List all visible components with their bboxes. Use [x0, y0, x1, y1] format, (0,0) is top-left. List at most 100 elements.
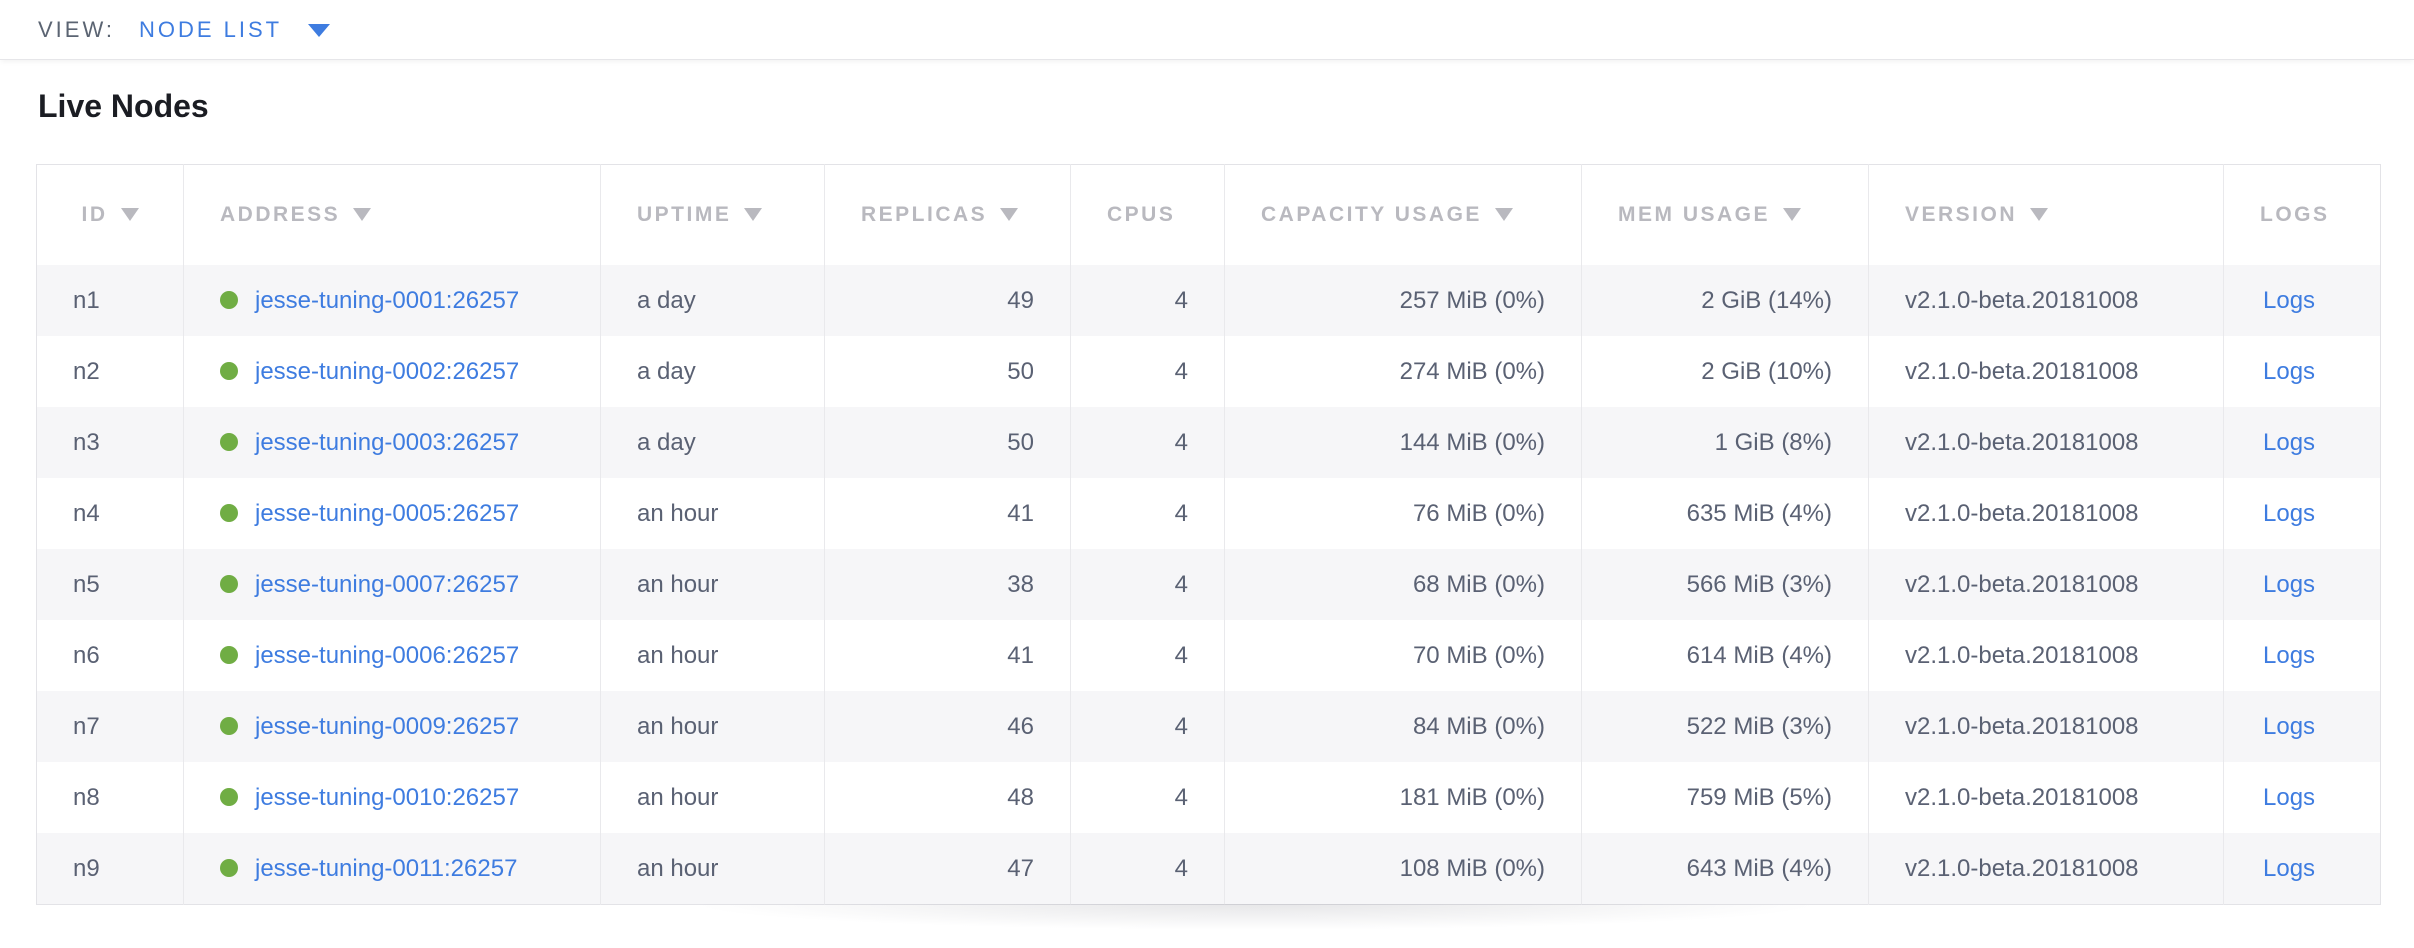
column-header-version[interactable]: VERSION: [1869, 165, 2224, 266]
node-version-cell: v2.1.0-beta.20181008: [1869, 833, 2224, 905]
node-health-dot-icon: [220, 788, 238, 806]
live-nodes-table-wrap: IDADDRESSUPTIMEREPLICASCPUSCAPACITY USAG…: [36, 164, 2380, 905]
node-logs-cell: Logs: [2224, 478, 2381, 549]
node-cpus-cell: 4: [1071, 407, 1225, 478]
node-uptime-cell: a day: [601, 407, 825, 478]
node-cpus-cell: 4: [1071, 265, 1225, 336]
node-logs-cell: Logs: [2224, 336, 2381, 407]
node-health-dot-icon: [220, 717, 238, 735]
view-selector-dropdown[interactable]: NODE LIST: [139, 17, 330, 43]
node-uptime-cell: an hour: [601, 762, 825, 833]
view-label: VIEW:: [38, 17, 115, 43]
logs-link[interactable]: Logs: [2263, 784, 2315, 811]
table-row: n9 jesse-tuning-0011:26257 an hour 47 4 …: [37, 833, 2381, 905]
node-capacity-usage-cell: 108 MiB (0%): [1225, 833, 1582, 905]
sort-desc-icon: [1783, 208, 1801, 221]
node-logs-cell: Logs: [2224, 762, 2381, 833]
node-address-link[interactable]: jesse-tuning-0009:26257: [255, 713, 519, 740]
node-address-cell: jesse-tuning-0007:26257: [184, 549, 601, 620]
node-id-cell: n8: [37, 762, 184, 833]
node-version-cell: v2.1.0-beta.20181008: [1869, 265, 2224, 336]
logs-link[interactable]: Logs: [2263, 287, 2315, 314]
node-mem-usage-cell: 614 MiB (4%): [1582, 620, 1869, 691]
node-logs-cell: Logs: [2224, 833, 2381, 905]
column-header-label: CAPACITY USAGE: [1261, 203, 1482, 226]
node-capacity-usage-cell: 257 MiB (0%): [1225, 265, 1582, 336]
table-header-row: IDADDRESSUPTIMEREPLICASCPUSCAPACITY USAG…: [37, 165, 2381, 266]
node-id-cell: n1: [37, 265, 184, 336]
table-row: n7 jesse-tuning-0009:26257 an hour 46 4 …: [37, 691, 2381, 762]
node-capacity-usage-cell: 84 MiB (0%): [1225, 691, 1582, 762]
node-cpus-cell: 4: [1071, 762, 1225, 833]
node-version-cell: v2.1.0-beta.20181008: [1869, 407, 2224, 478]
logs-link[interactable]: Logs: [2263, 713, 2315, 740]
node-mem-usage-cell: 635 MiB (4%): [1582, 478, 1869, 549]
node-logs-cell: Logs: [2224, 691, 2381, 762]
column-header-uptime[interactable]: UPTIME: [601, 165, 825, 266]
node-version-cell: v2.1.0-beta.20181008: [1869, 478, 2224, 549]
column-header-id[interactable]: ID: [37, 165, 184, 266]
node-address-link[interactable]: jesse-tuning-0011:26257: [255, 855, 517, 882]
node-mem-usage-cell: 1 GiB (8%): [1582, 407, 1869, 478]
column-header-replicas[interactable]: REPLICAS: [825, 165, 1071, 266]
node-id-cell: n7: [37, 691, 184, 762]
node-address-cell: jesse-tuning-0005:26257: [184, 478, 601, 549]
column-header-label: UPTIME: [637, 203, 731, 226]
column-header-address[interactable]: ADDRESS: [184, 165, 601, 266]
node-address-link[interactable]: jesse-tuning-0002:26257: [255, 358, 519, 385]
node-logs-cell: Logs: [2224, 549, 2381, 620]
node-address-link[interactable]: jesse-tuning-0001:26257: [255, 287, 519, 314]
node-health-dot-icon: [220, 433, 238, 451]
logs-link[interactable]: Logs: [2263, 500, 2315, 527]
node-uptime-cell: an hour: [601, 620, 825, 691]
logs-link[interactable]: Logs: [2263, 429, 2315, 456]
node-id-cell: n2: [37, 336, 184, 407]
logs-link[interactable]: Logs: [2263, 358, 2315, 385]
table-row: n6 jesse-tuning-0006:26257 an hour 41 4 …: [37, 620, 2381, 691]
node-health-dot-icon: [220, 859, 238, 877]
node-health-dot-icon: [220, 646, 238, 664]
node-health-dot-icon: [220, 504, 238, 522]
node-mem-usage-cell: 2 GiB (14%): [1582, 265, 1869, 336]
logs-link[interactable]: Logs: [2263, 571, 2315, 598]
node-address-link[interactable]: jesse-tuning-0010:26257: [255, 784, 519, 811]
table-row: n1 jesse-tuning-0001:26257 a day 49 4 25…: [37, 265, 2381, 336]
logs-link[interactable]: Logs: [2263, 855, 2315, 882]
node-replicas-cell: 41: [825, 620, 1071, 691]
node-replicas-cell: 47: [825, 833, 1071, 905]
node-address-link[interactable]: jesse-tuning-0006:26257: [255, 642, 519, 669]
table-row: n4 jesse-tuning-0005:26257 an hour 41 4 …: [37, 478, 2381, 549]
node-version-cell: v2.1.0-beta.20181008: [1869, 762, 2224, 833]
node-address-link[interactable]: jesse-tuning-0005:26257: [255, 500, 519, 527]
node-cpus-cell: 4: [1071, 478, 1225, 549]
node-health-dot-icon: [220, 291, 238, 309]
node-id-cell: n6: [37, 620, 184, 691]
node-capacity-usage-cell: 68 MiB (0%): [1225, 549, 1582, 620]
column-header-label: LOGS: [2260, 203, 2330, 226]
node-mem-usage-cell: 759 MiB (5%): [1582, 762, 1869, 833]
node-id-cell: n5: [37, 549, 184, 620]
node-address-cell: jesse-tuning-0009:26257: [184, 691, 601, 762]
node-version-cell: v2.1.0-beta.20181008: [1869, 620, 2224, 691]
column-header-label: VERSION: [1905, 203, 2017, 226]
node-logs-cell: Logs: [2224, 620, 2381, 691]
column-header-logs: LOGS: [2224, 165, 2381, 266]
node-mem-usage-cell: 566 MiB (3%): [1582, 549, 1869, 620]
node-mem-usage-cell: 643 MiB (4%): [1582, 833, 1869, 905]
node-logs-cell: Logs: [2224, 407, 2381, 478]
node-health-dot-icon: [220, 575, 238, 593]
table-row: n3 jesse-tuning-0003:26257 a day 50 4 14…: [37, 407, 2381, 478]
node-address-cell: jesse-tuning-0001:26257: [184, 265, 601, 336]
sort-desc-icon: [353, 208, 371, 221]
page-title: Live Nodes: [38, 87, 2414, 125]
column-header-label: ID: [82, 203, 108, 226]
node-cpus-cell: 4: [1071, 691, 1225, 762]
node-address-link[interactable]: jesse-tuning-0007:26257: [255, 571, 519, 598]
node-address-link[interactable]: jesse-tuning-0003:26257: [255, 429, 519, 456]
sort-desc-icon: [121, 208, 139, 221]
column-header-capacity[interactable]: CAPACITY USAGE: [1225, 165, 1582, 266]
node-uptime-cell: an hour: [601, 549, 825, 620]
logs-link[interactable]: Logs: [2263, 642, 2315, 669]
column-header-mem[interactable]: MEM USAGE: [1582, 165, 1869, 266]
table-row: n8 jesse-tuning-0010:26257 an hour 48 4 …: [37, 762, 2381, 833]
